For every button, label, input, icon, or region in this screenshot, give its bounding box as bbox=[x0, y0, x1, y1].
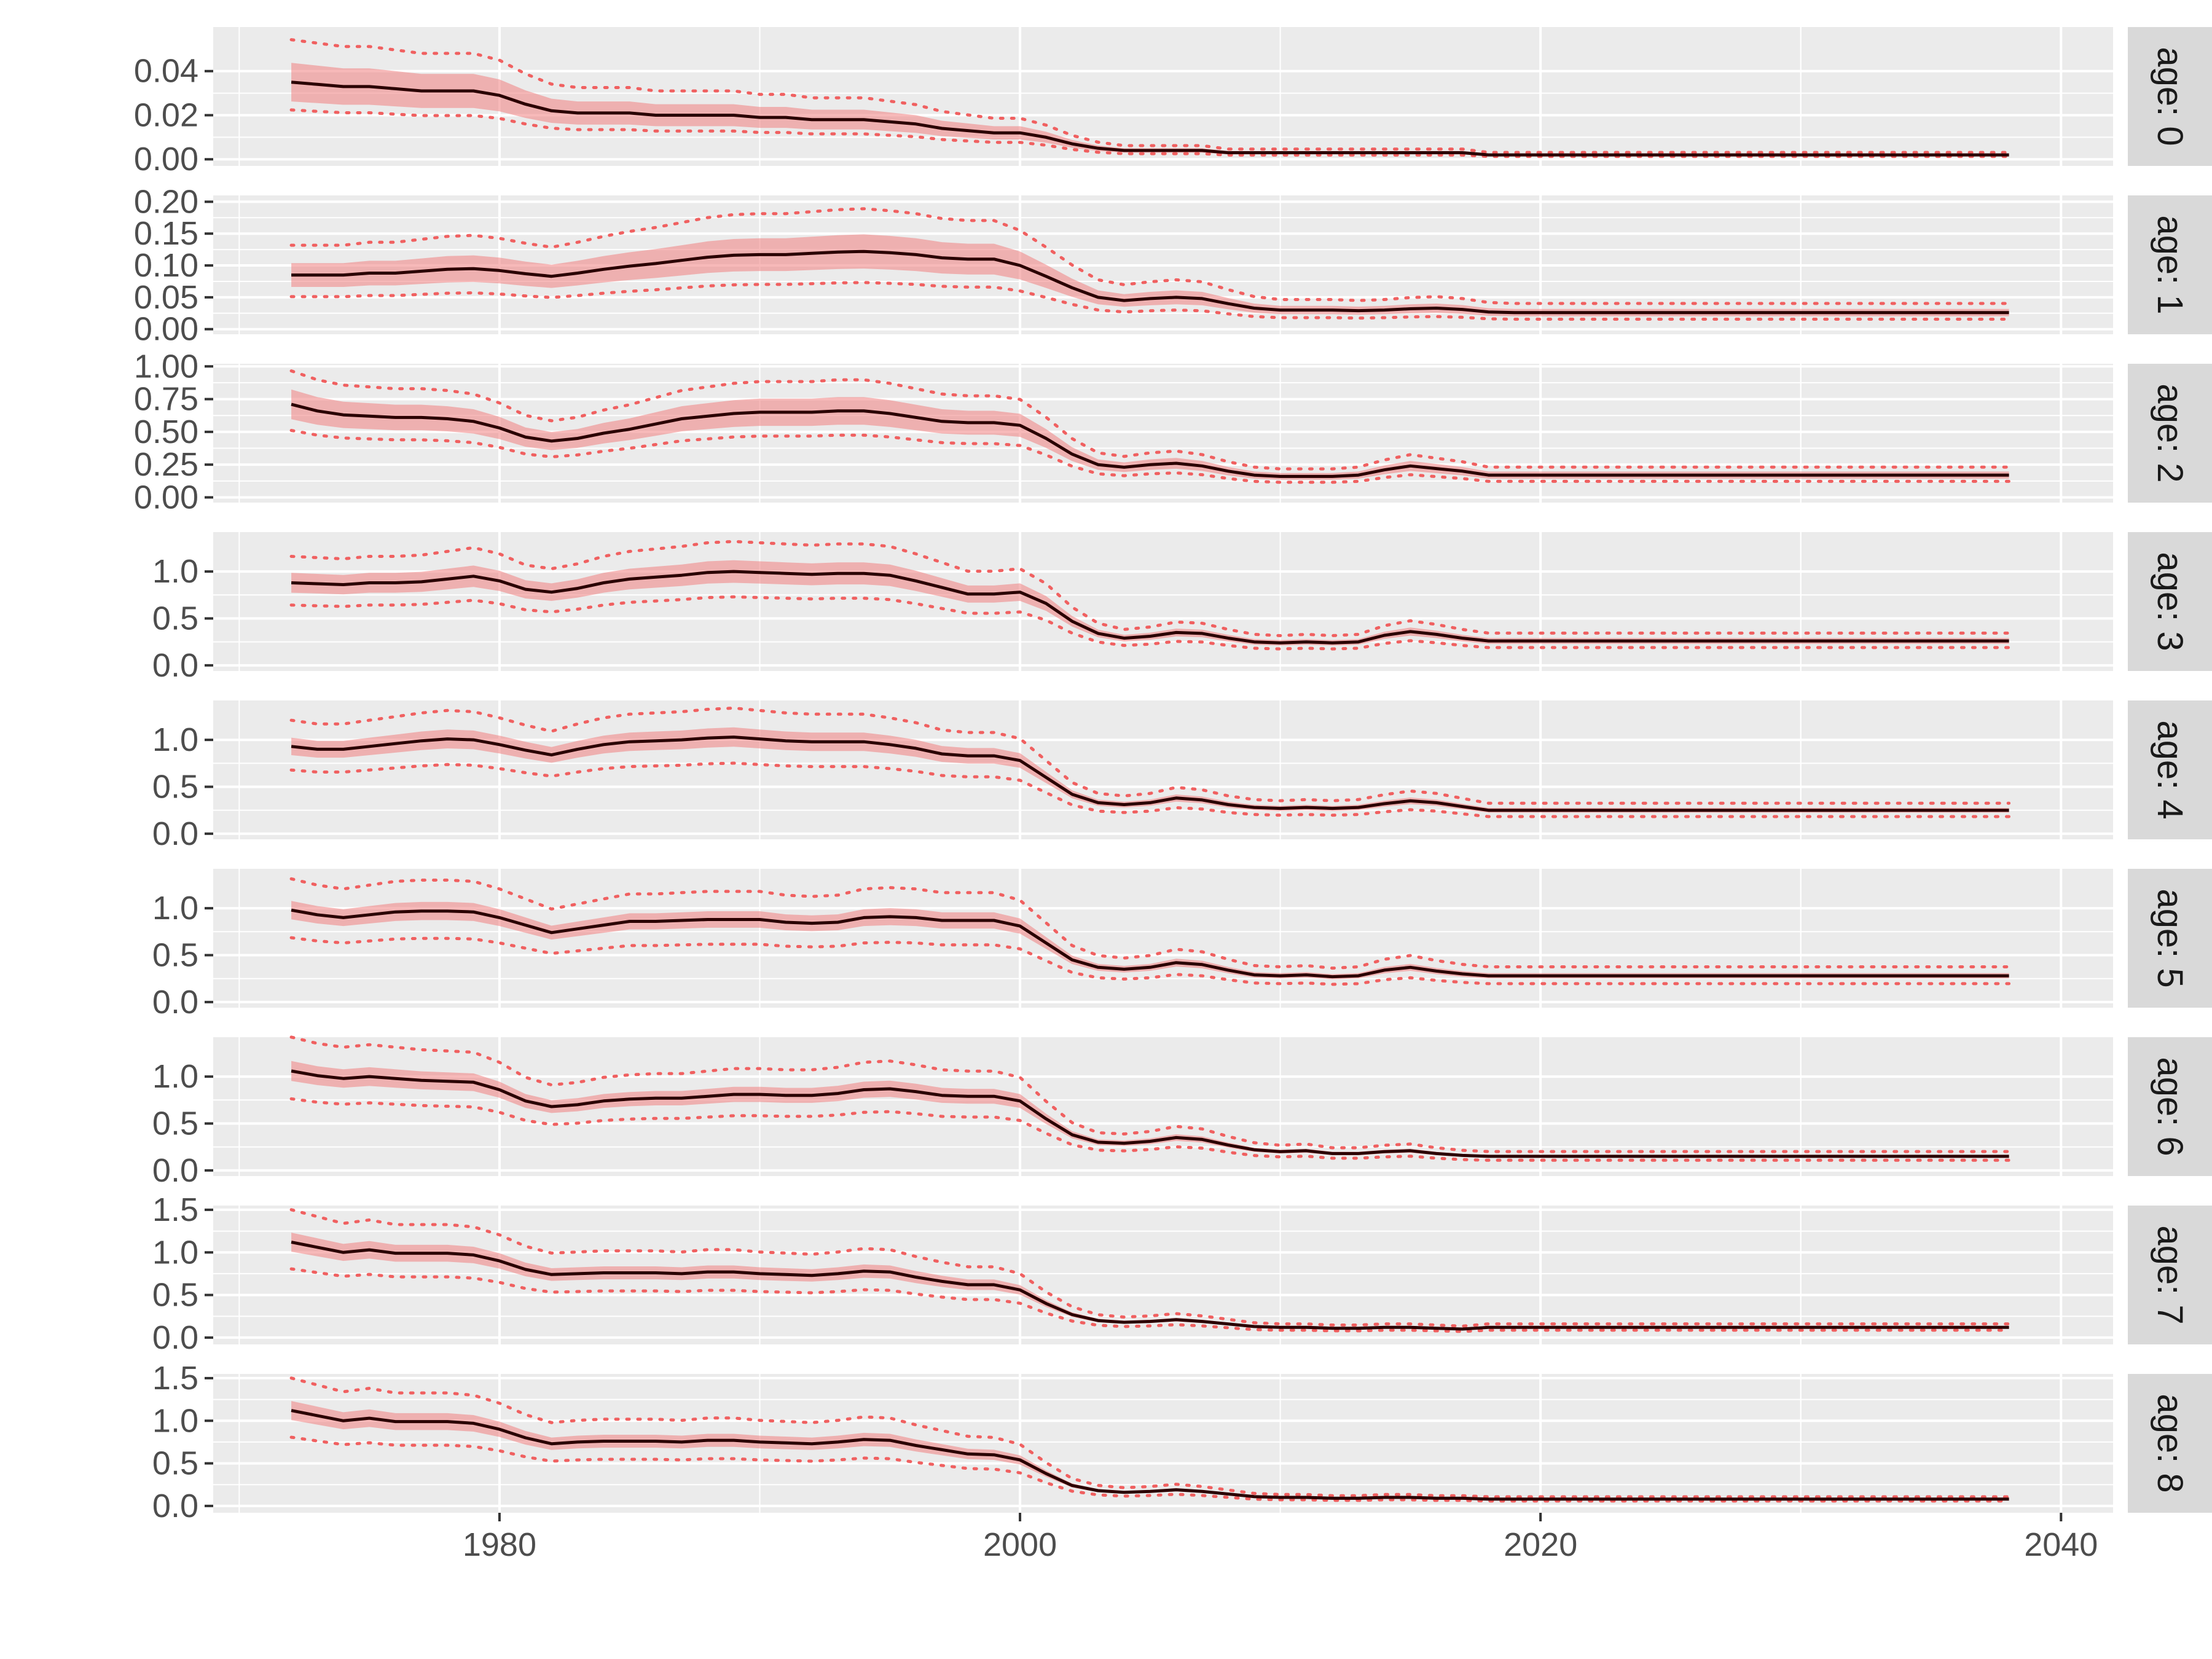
x-tick-label: 2020 bbox=[1504, 1526, 1577, 1563]
estimate-line bbox=[291, 1069, 2009, 1158]
y-tick-label: 0.10 bbox=[134, 247, 198, 284]
facet-panel-7: 0.0 0.5 1.0 1.5 age: 7 bbox=[152, 1191, 2212, 1356]
lower-interval-line bbox=[289, 108, 2011, 159]
y-tick-label: 0.25 bbox=[134, 446, 198, 483]
estimate-line bbox=[291, 1241, 2009, 1331]
facet-strip-label: age: 3 bbox=[2150, 552, 2190, 651]
x-tick-label: 2040 bbox=[2024, 1526, 2098, 1563]
estimate-line bbox=[291, 80, 2009, 157]
y-tick-label: 0.75 bbox=[134, 381, 198, 418]
facet-panel-3: 0.0 0.5 1.0 age: 3 bbox=[152, 532, 2212, 684]
facet-strip-label: age: 5 bbox=[2150, 888, 2190, 987]
y-tick-label: 0.00 bbox=[134, 311, 198, 348]
facet-panel-8: 0.0 0.5 1.0 1.5 age: 8 bbox=[152, 1360, 2212, 1524]
y-tick-label: 0.0 bbox=[152, 815, 198, 852]
panel-background bbox=[213, 532, 2113, 671]
lower-interval-line bbox=[289, 936, 2011, 986]
estimate-line bbox=[291, 1409, 2009, 1501]
facet-strip bbox=[2128, 195, 2212, 334]
y-tick-label: 0.05 bbox=[134, 279, 198, 316]
estimate-line bbox=[291, 570, 2009, 645]
facet-strip bbox=[2128, 1206, 2212, 1344]
facet-strip-label: age: 8 bbox=[2150, 1394, 2190, 1492]
confidence-band bbox=[291, 63, 2009, 156]
y-tick-label: 0.50 bbox=[134, 414, 198, 450]
confidence-band bbox=[291, 727, 2009, 813]
y-tick-label: 0.0 bbox=[152, 647, 198, 684]
facet-strip-label: age: 6 bbox=[2150, 1057, 2190, 1156]
y-tick-label: 0.0 bbox=[152, 984, 198, 1021]
confidence-band bbox=[291, 560, 2009, 646]
y-tick-label: 0.15 bbox=[134, 215, 198, 252]
estimate-line bbox=[291, 908, 2009, 979]
facet-strip-label: age: 7 bbox=[2150, 1225, 2190, 1324]
upper-interval-line bbox=[289, 38, 2011, 154]
y-tick-label: 1.0 bbox=[152, 890, 198, 927]
y-tick-label: 0.0 bbox=[152, 1488, 198, 1524]
y-tick-label: 0.5 bbox=[152, 936, 198, 973]
facet-panel-0: 0.00 0.02 0.04 age: 0 bbox=[134, 27, 2212, 178]
lower-interval-line bbox=[289, 761, 2011, 818]
y-tick-label: 0.5 bbox=[152, 768, 198, 805]
lower-interval-line bbox=[289, 281, 2011, 321]
facet-panel-4: 0.0 0.5 1.0 age: 4 bbox=[152, 700, 2212, 852]
panel-background bbox=[213, 700, 2113, 839]
lower-interval-line bbox=[289, 1267, 2011, 1333]
x-tick-label: 1980 bbox=[463, 1526, 536, 1563]
y-tick-label: 0.0 bbox=[152, 1319, 198, 1356]
facet-strip bbox=[2128, 700, 2212, 839]
facet-strip bbox=[2128, 1374, 2212, 1513]
y-tick-label: 0.0 bbox=[152, 1152, 198, 1189]
y-tick-label: 1.0 bbox=[152, 721, 198, 758]
y-tick-label: 1.5 bbox=[152, 1191, 198, 1228]
y-tick-label: 1.00 bbox=[134, 348, 198, 385]
facet-strip bbox=[2128, 1037, 2212, 1176]
y-tick-label: 0.5 bbox=[152, 1445, 198, 1482]
facet-panel-2: 0.000.250.500.751.00 age: 2 bbox=[134, 348, 2212, 516]
y-tick-label: 1.0 bbox=[152, 1402, 198, 1439]
lower-interval-line bbox=[289, 595, 2011, 651]
y-tick-label: 0.00 bbox=[134, 141, 198, 178]
y-tick-label: 0.5 bbox=[152, 600, 198, 637]
y-tick-label: 0.02 bbox=[134, 96, 198, 133]
facet-strip-label: age: 4 bbox=[2150, 720, 2190, 819]
x-axis: 1980 2000 2020 2040 bbox=[463, 1513, 2098, 1563]
facet-panel-5: 0.0 0.5 1.0 age: 5 bbox=[152, 869, 2212, 1021]
facet-strip bbox=[2128, 27, 2212, 166]
lower-interval-line bbox=[289, 429, 2011, 484]
facet-strip-label: age: 2 bbox=[2150, 383, 2190, 482]
upper-interval-line bbox=[289, 877, 2011, 970]
upper-interval-line bbox=[289, 207, 2011, 305]
facet-strip bbox=[2128, 364, 2212, 503]
y-tick-label: 1.0 bbox=[152, 1234, 198, 1271]
y-tick-label: 0.00 bbox=[134, 479, 198, 516]
y-tick-label: 1.0 bbox=[152, 1058, 198, 1095]
y-tick-label: 0.04 bbox=[134, 53, 198, 90]
facet-strip bbox=[2128, 532, 2212, 671]
lower-interval-line bbox=[289, 1097, 2011, 1162]
facet-panel-1: 0.000.050.100.150.20 age: 1 bbox=[134, 183, 2212, 348]
estimate-line bbox=[291, 402, 2009, 478]
confidence-band bbox=[291, 389, 2009, 480]
lower-interval-line bbox=[289, 1435, 2011, 1503]
x-tick-label: 2000 bbox=[983, 1526, 1057, 1563]
y-tick-label: 0.20 bbox=[134, 183, 198, 220]
y-tick-label: 0.5 bbox=[152, 1277, 198, 1314]
facet-strip-label: age: 1 bbox=[2150, 215, 2190, 314]
estimate-line bbox=[291, 249, 2009, 315]
facet-strip bbox=[2128, 869, 2212, 1008]
y-tick-label: 1.0 bbox=[152, 553, 198, 590]
estimate-line bbox=[291, 735, 2009, 812]
y-tick-label: 1.5 bbox=[152, 1360, 198, 1397]
upper-interval-line bbox=[289, 539, 2011, 638]
y-tick-label: 0.5 bbox=[152, 1105, 198, 1142]
upper-interval-line bbox=[289, 706, 2011, 805]
facet-strip-label: age: 0 bbox=[2150, 47, 2190, 146]
facet-panel-6: 0.0 0.5 1.0 age: 6 bbox=[152, 1035, 2212, 1189]
